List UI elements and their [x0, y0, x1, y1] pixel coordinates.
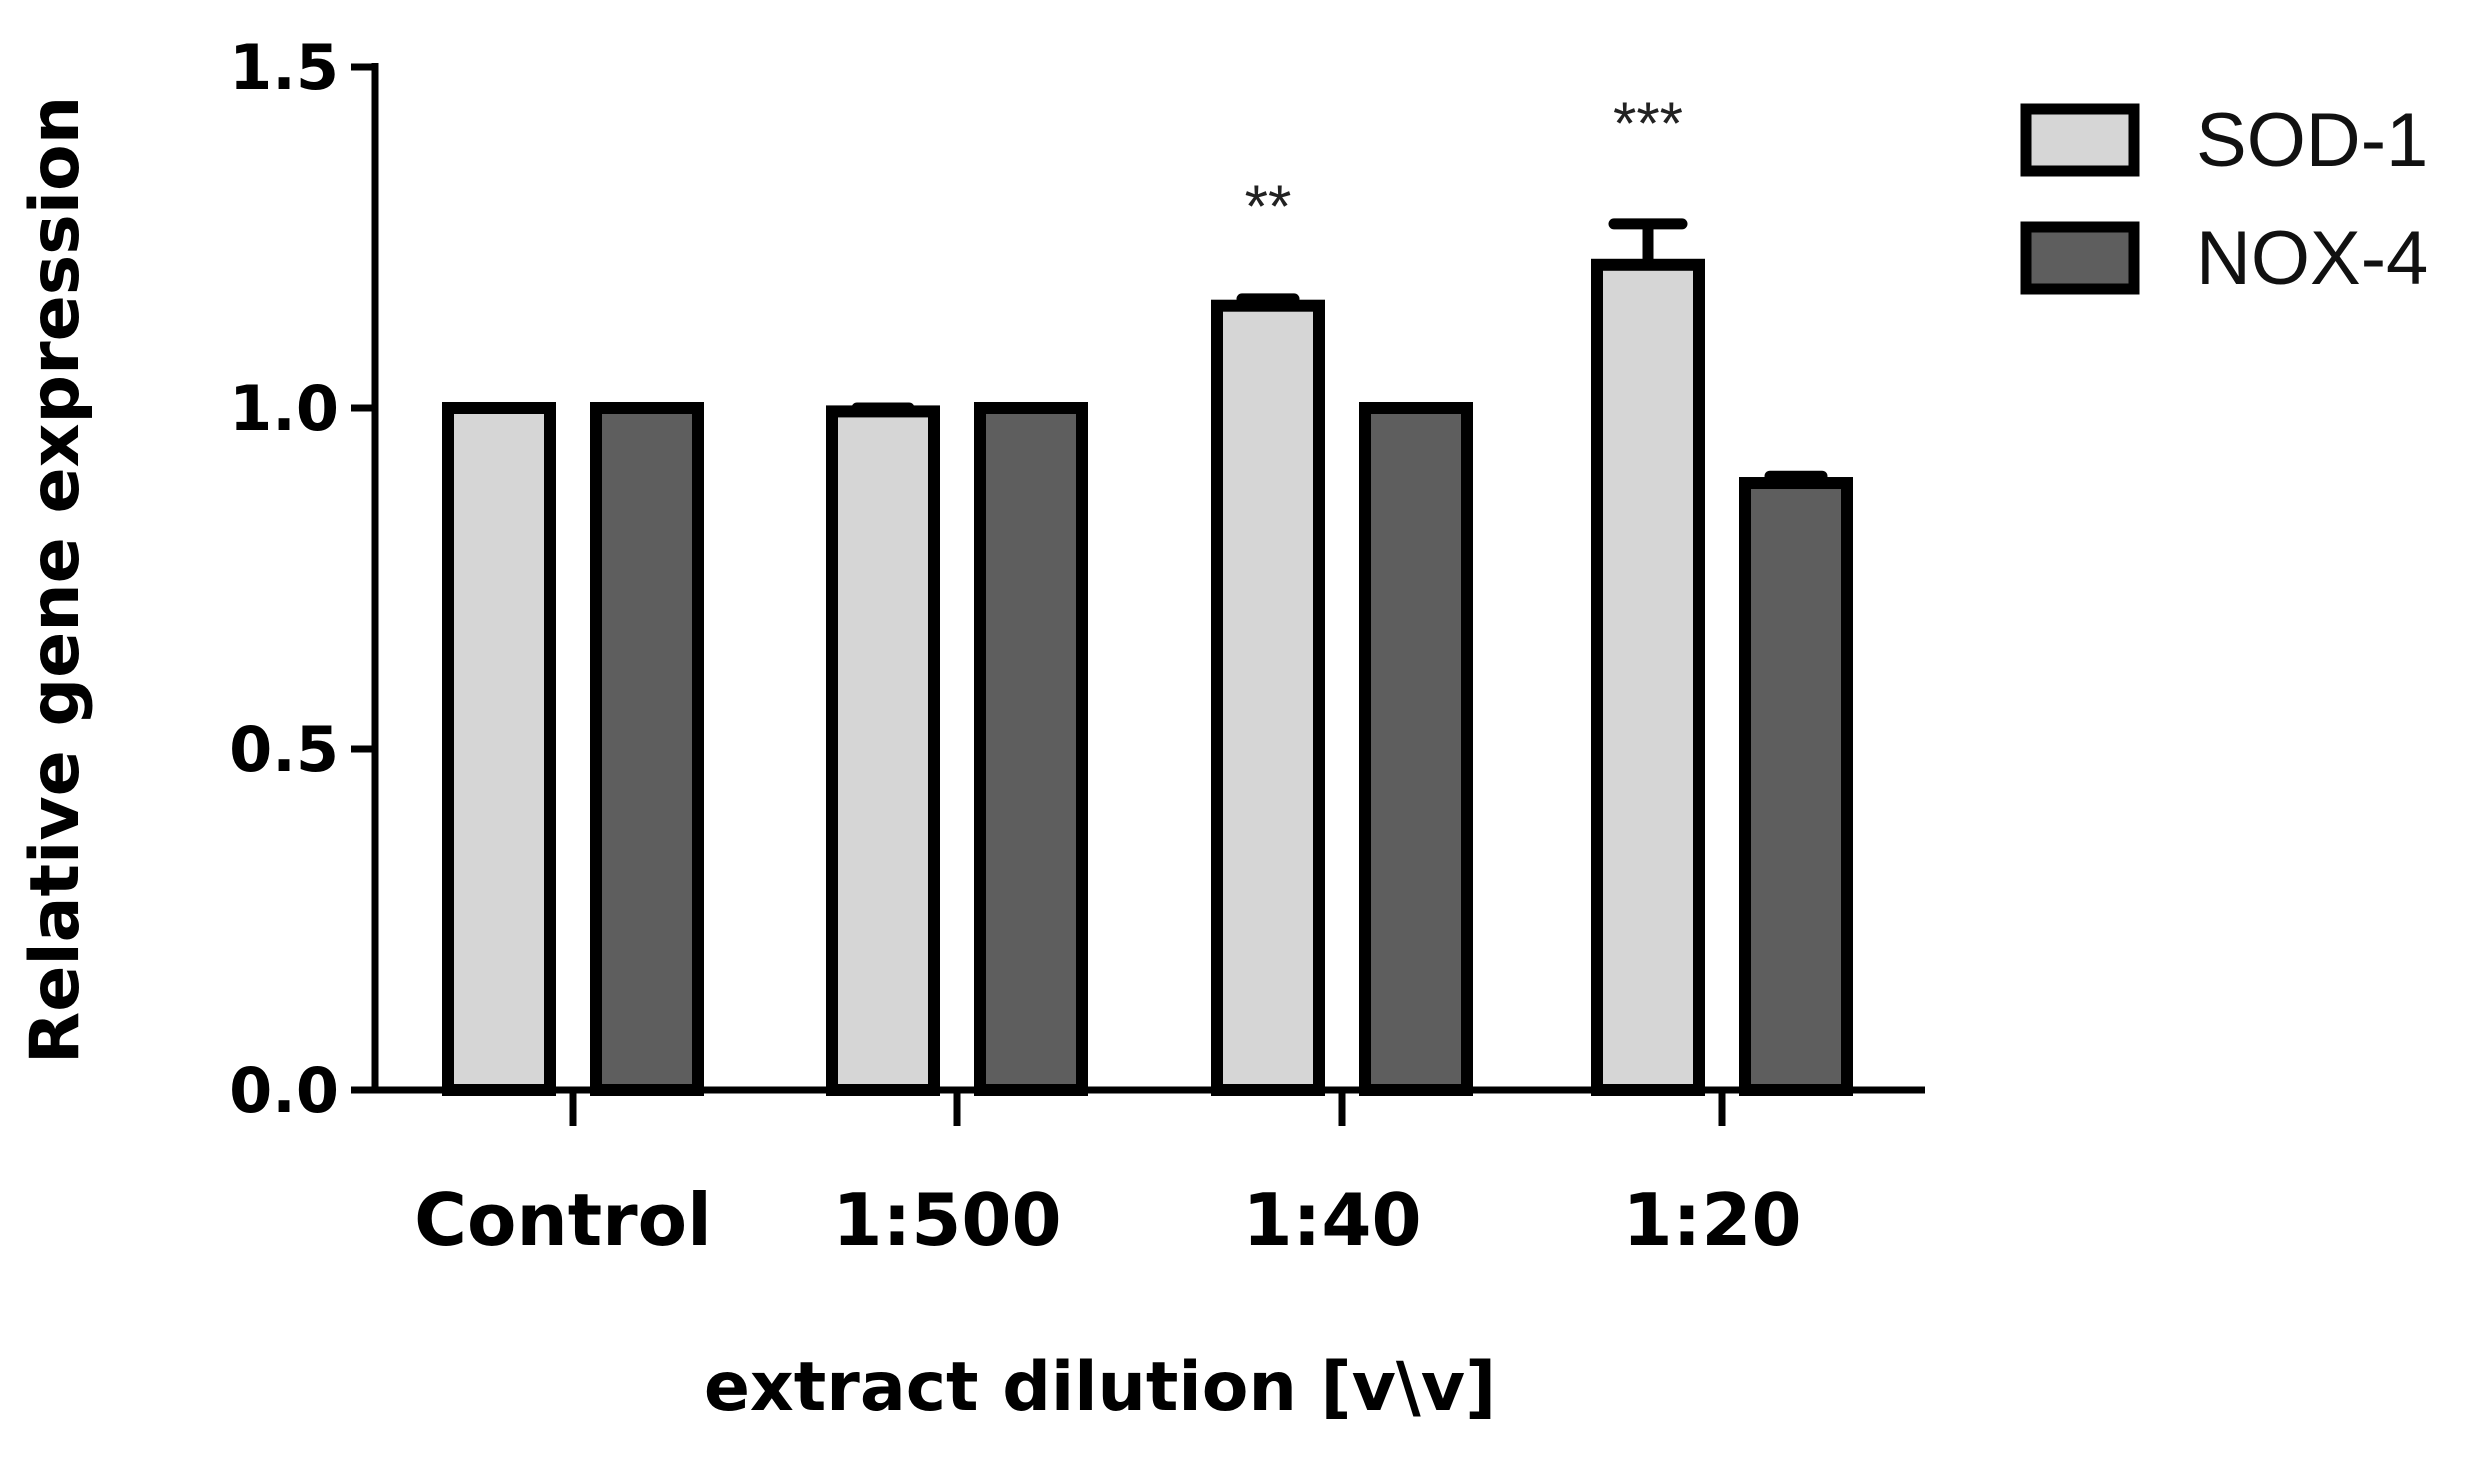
y-axis-title: Relative gene expression: [16, 96, 95, 1064]
bar-sod-1-1-40: [1211, 299, 1325, 1096]
legend-label-nox-4: NOX-4: [2196, 216, 2428, 301]
x-tick-label-control: Control: [414, 1178, 712, 1262]
y-tick-label: 1.0: [229, 372, 339, 445]
legend-label-sod-1: SOD-1: [2196, 98, 2428, 183]
x-tick-label-1-500: 1:500: [832, 1178, 1061, 1262]
x-axis-title: extract dilution [v\v]: [704, 1348, 1496, 1427]
x-tick-label-1-20: 1:20: [1622, 1178, 1801, 1262]
x-tick-label-1-40: 1:40: [1242, 1178, 1421, 1262]
y-tick-label: 0.0: [229, 1054, 339, 1127]
bar-sod-1-1-500: [826, 405, 940, 1097]
significance-marker-1-40: **: [1245, 173, 1292, 240]
bar-sod-1-1-20: [1591, 258, 1705, 1096]
bar-nox-4-1-40: [1359, 402, 1473, 1096]
bar-nox-4-1-20: [1739, 477, 1853, 1096]
y-tick-label: 1.5: [229, 31, 339, 104]
y-tick-label: 0.5: [229, 713, 339, 786]
axes-layer: [351, 63, 1925, 1126]
bar-sod-1-control: [442, 402, 556, 1096]
significance-marker-1-20: ***: [1613, 90, 1683, 157]
bar-nox-4-1-500: [974, 402, 1088, 1096]
legend: SOD-1 NOX-4: [2020, 98, 2428, 301]
bar-nox-4-control: [590, 402, 704, 1096]
bars-layer: [442, 218, 1853, 1097]
legend-swatch-nox-4: [2020, 221, 2140, 295]
legend-swatch-sod-1: [2020, 103, 2140, 177]
